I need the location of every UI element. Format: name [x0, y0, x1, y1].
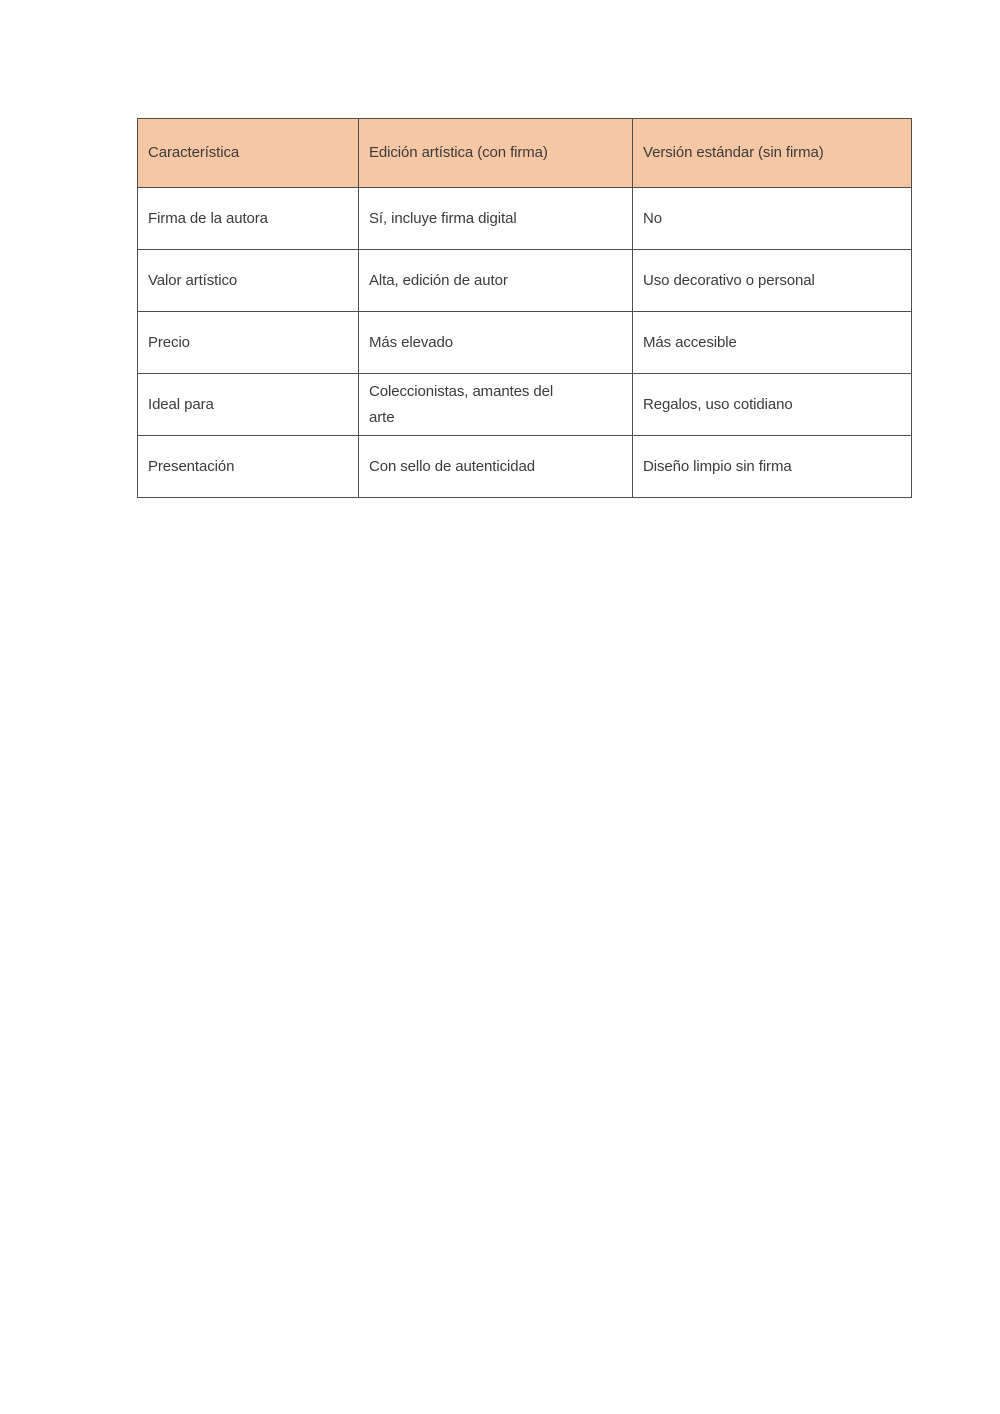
comparison-table: Característica Edición artística (con fi…	[137, 118, 912, 498]
column-header-edicion-artistica: Edición artística (con firma)	[358, 118, 633, 188]
cell-feature: Ideal para	[137, 373, 359, 436]
table-row-precio: Precio Más elevado Más accesible	[137, 311, 912, 374]
cell-artistic: Coleccionistas, amantes del arte	[358, 373, 633, 436]
cell-artistic: Sí, incluye firma digital	[358, 187, 633, 250]
table-row-presentacion: Presentación Con sello de autenticidad D…	[137, 435, 912, 498]
column-header-caracteristica: Característica	[137, 118, 359, 188]
cell-standard: Uso decorativo o personal	[632, 249, 912, 312]
column-header-version-estandar: Versión estándar (sin firma)	[632, 118, 912, 188]
cell-standard: Diseño limpio sin firma	[632, 435, 912, 498]
cell-feature: Presentación	[137, 435, 359, 498]
table-row-ideal: Ideal para Coleccionistas, amantes del a…	[137, 373, 912, 436]
table-row-valor: Valor artístico Alta, edición de autor U…	[137, 249, 912, 312]
table-header-row: Característica Edición artística (con fi…	[137, 118, 912, 188]
cell-standard: No	[632, 187, 912, 250]
cell-feature: Precio	[137, 311, 359, 374]
table-row-firma: Firma de la autora Sí, incluye firma dig…	[137, 187, 912, 250]
cell-standard: Más accesible	[632, 311, 912, 374]
cell-feature: Valor artístico	[137, 249, 359, 312]
cell-feature: Firma de la autora	[137, 187, 359, 250]
cell-standard: Regalos, uso cotidiano	[632, 373, 912, 436]
cell-artistic: Con sello de autenticidad	[358, 435, 633, 498]
cell-artistic: Más elevado	[358, 311, 633, 374]
cell-artistic: Alta, edición de autor	[358, 249, 633, 312]
